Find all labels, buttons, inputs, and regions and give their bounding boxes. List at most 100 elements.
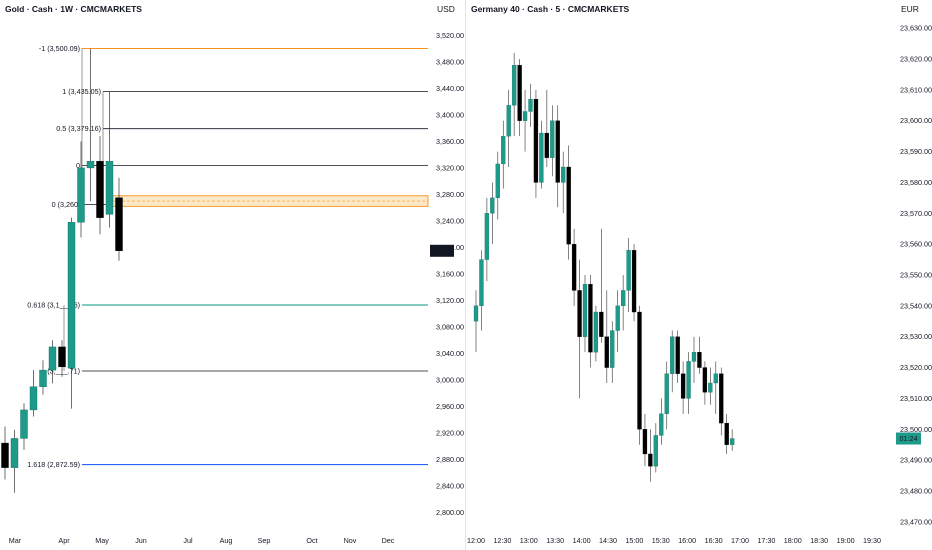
gold-time-tick: Apr [58, 536, 70, 545]
candle-body[interactable] [599, 311, 604, 337]
dax-time-tick: 14:00 [573, 536, 591, 545]
candle-body[interactable] [484, 213, 490, 260]
candle-body[interactable] [48, 346, 57, 371]
dax-time-tick: 16:30 [705, 536, 723, 545]
gold-price-tick: 3,000.00 [436, 376, 464, 385]
candle-body[interactable] [626, 250, 631, 291]
candle-body[interactable] [20, 409, 28, 439]
candle-body[interactable] [675, 336, 680, 374]
gold-price-tick: 3,120.00 [436, 296, 464, 305]
candle-body[interactable] [86, 161, 95, 169]
candle-body[interactable] [588, 284, 593, 353]
candle-body[interactable] [506, 105, 511, 137]
dax-price-tick: 23,530.00 [900, 332, 932, 341]
gold-chart-title: Gold · Cash · 1W · CMCMARKETS [5, 4, 142, 14]
gold-time-tick: Mar [9, 536, 22, 545]
gold-chart-pane[interactable]: Gold · Cash · 1W · CMCMARKETS USD 3,520.… [0, 0, 466, 550]
candle-body[interactable] [637, 311, 642, 430]
dax-price-tick: 23,630.00 [900, 24, 932, 33]
candle-body[interactable] [708, 382, 713, 393]
dax-time-tick: 13:00 [520, 536, 538, 545]
candle-body[interactable] [648, 453, 653, 467]
gold-currency-label[interactable]: USD [437, 4, 455, 14]
candle-body[interactable] [544, 132, 549, 158]
gold-time-tick: May [95, 536, 109, 545]
candle-body[interactable] [680, 373, 686, 399]
candle-body[interactable] [724, 422, 729, 445]
candle-body[interactable] [105, 161, 114, 215]
candle-body[interactable] [719, 373, 724, 424]
candle-body[interactable] [691, 351, 697, 362]
candle-body[interactable] [659, 413, 664, 436]
candle-body[interactable] [115, 197, 123, 251]
candle-body[interactable] [77, 167, 85, 223]
gold-chart-canvas[interactable]: 3,520.00 3,480.00 3,440.00 3,400.00 3,360.00… [0, 0, 466, 550]
candle-body[interactable] [582, 284, 588, 337]
fib-level-label: 0 [76, 161, 80, 170]
countdown-label: 01:24 [900, 434, 918, 443]
candle-body[interactable] [533, 98, 539, 183]
candle-body[interactable] [29, 386, 38, 411]
gold-price-tick: 3,280.00 [436, 190, 464, 199]
candle-body[interactable] [620, 290, 626, 307]
candle-body[interactable] [10, 438, 19, 468]
candle-body[interactable] [517, 65, 522, 121]
candle-body[interactable] [479, 259, 484, 307]
fib-level-label: 0 (3,260. [52, 200, 80, 209]
candle-body[interactable] [664, 373, 669, 414]
candle-body[interactable] [512, 65, 517, 106]
gold-price-tick: 3,440.00 [436, 84, 464, 93]
dax-price-tick: 23,570.00 [900, 209, 932, 218]
fib-level-label: 1 (3,435.05) [62, 87, 101, 96]
candle-body[interactable] [501, 136, 506, 165]
countdown-badge [430, 244, 454, 257]
candle-body[interactable] [495, 163, 500, 199]
candle-body[interactable] [713, 373, 718, 384]
candle-body[interactable] [642, 429, 648, 455]
candle-body[interactable] [490, 197, 495, 214]
pane-divider[interactable] [465, 0, 466, 550]
dax-currency-label[interactable]: EUR [901, 4, 919, 14]
candle-body[interactable] [1, 442, 9, 468]
fib-level-label: 0.5 (3,379.16) [56, 124, 101, 133]
candle-body[interactable] [473, 305, 479, 322]
candle-body[interactable] [604, 336, 609, 368]
candle-body[interactable] [631, 250, 637, 313]
countdown-badge [896, 432, 921, 445]
candle-body[interactable] [653, 435, 659, 467]
candle-body[interactable] [610, 330, 615, 368]
candle-body[interactable] [729, 438, 735, 445]
candle-body[interactable] [522, 111, 528, 121]
dax-chart-canvas[interactable]: 23,630.00 23,620.00 23,610.00 23,600.00 23,5… [466, 0, 932, 550]
dax-chart-pane[interactable]: Germany 40 · Cash · 5 · CMCMARKETS EUR 2… [466, 0, 932, 550]
candle-body[interactable] [58, 346, 66, 368]
candle-body[interactable] [702, 367, 708, 393]
candle-body[interactable] [67, 222, 76, 369]
candle-body[interactable] [555, 120, 560, 183]
gold-time-tick: Nov [344, 536, 357, 545]
candle-body[interactable] [566, 166, 571, 245]
dax-price-tick: 23,500.00 [900, 425, 932, 434]
dax-price-tick: 23,470.00 [900, 517, 932, 526]
candle-body[interactable] [697, 351, 702, 368]
dax-time-tick: 19:30 [863, 536, 881, 545]
candle-body[interactable] [561, 166, 566, 183]
candle-body[interactable] [539, 132, 544, 183]
candle-body[interactable] [577, 290, 582, 337]
candle-body[interactable] [39, 369, 47, 387]
candle-body[interactable] [615, 305, 620, 331]
candle-body[interactable] [670, 336, 675, 374]
candle-body[interactable] [686, 361, 691, 399]
dax-time-tick: 18:00 [784, 536, 802, 545]
gold-price-tick: 3,360.00 [436, 137, 464, 146]
dax-price-tick: 23,480.00 [900, 486, 932, 495]
gold-time-tick: Oct [306, 536, 317, 545]
candle-body[interactable] [96, 161, 104, 218]
gold-price-tick: 3,240.00 [436, 216, 464, 225]
candle-body[interactable] [528, 98, 533, 112]
candle-body[interactable] [550, 120, 555, 158]
dax-time-tick: 17:30 [757, 536, 775, 545]
candle-body[interactable] [593, 311, 599, 353]
candle-body[interactable] [571, 243, 577, 291]
gold-time-tick: Jul [183, 536, 193, 545]
